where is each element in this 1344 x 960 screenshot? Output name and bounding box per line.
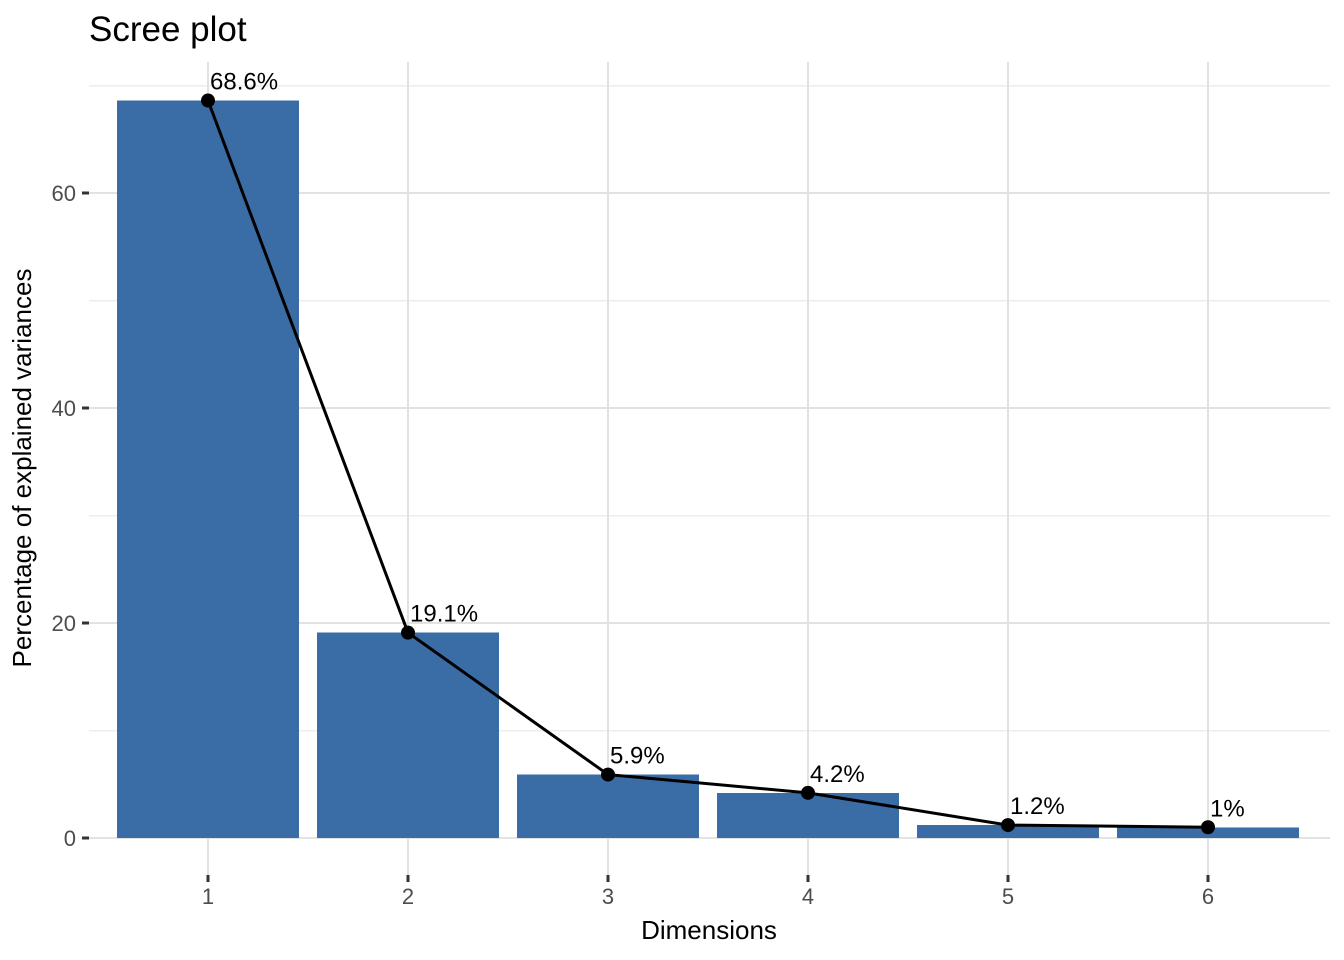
point-label-dim-4: 4.2%	[810, 761, 865, 788]
data-point-dim-4	[801, 785, 815, 800]
data-point-dim-6	[1201, 820, 1215, 835]
x-tick-label-1: 1	[202, 884, 214, 909]
point-label-dim-6: 1%	[1210, 795, 1245, 822]
point-label-dim-2: 19.1%	[410, 601, 478, 628]
bar-dim-3	[517, 774, 699, 838]
y-tick-label-40: 40	[52, 396, 76, 421]
bar-dim-4	[717, 792, 899, 838]
y-axis-title: Percentage of explained variances	[7, 269, 37, 668]
bar-dim-2	[317, 632, 499, 838]
x-tick-label-3: 3	[602, 884, 614, 909]
x-tick-label-5: 5	[1002, 884, 1014, 909]
data-point-dim-1	[201, 93, 215, 108]
x-tick-label-2: 2	[402, 884, 414, 909]
line-layer	[201, 93, 1215, 835]
y-tick-label-60: 60	[52, 181, 76, 206]
data-point-dim-2	[401, 625, 415, 640]
bar-layer	[117, 100, 1299, 839]
data-point-dim-5	[1001, 818, 1015, 833]
point-label-dim-5: 1.2%	[1010, 793, 1065, 820]
variance-line	[206, 100, 1209, 829]
bar-dim-1	[117, 100, 299, 839]
x-axis-title: Dimensions	[641, 915, 777, 945]
tick-layer: 0 20 40 60 1 2 3 4 5 6	[52, 181, 1215, 909]
chart-title: Scree plot	[89, 10, 247, 49]
point-label-dim-3: 5.9%	[610, 743, 665, 770]
x-tick-label-4: 4	[802, 884, 814, 909]
point-label-layer: 68.6% 19.1% 5.9% 4.2% 1.2% 1%	[210, 69, 1245, 823]
point-label-dim-1: 68.6%	[210, 69, 278, 96]
x-tick-label-6: 6	[1202, 884, 1214, 909]
y-tick-label-0: 0	[64, 826, 76, 851]
data-point-dim-3	[601, 767, 615, 782]
y-tick-label-20: 20	[52, 611, 76, 636]
